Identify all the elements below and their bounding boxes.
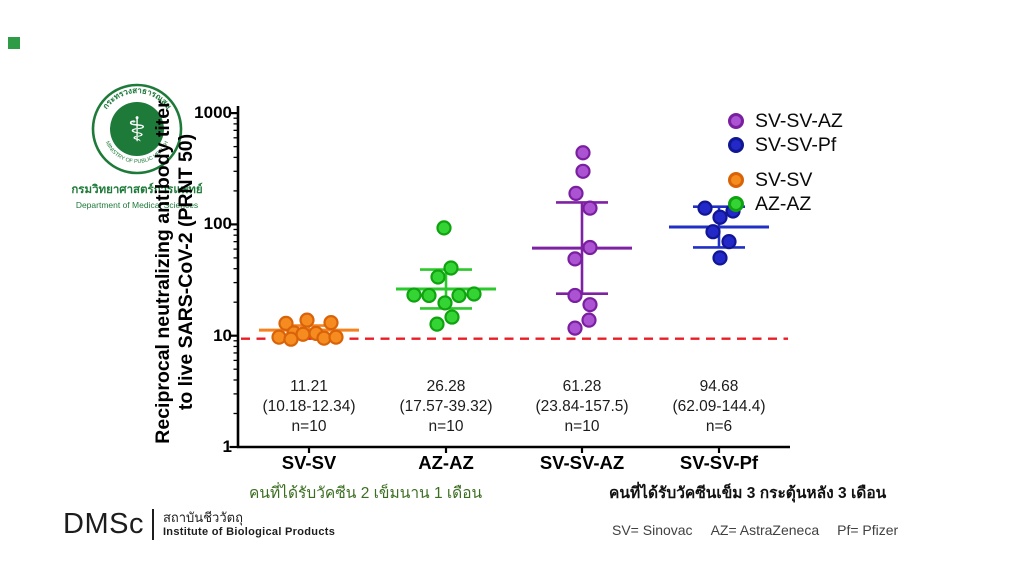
institute-name-english: Institute of Biological Products [162, 526, 336, 538]
stats-n: n=6 [705, 418, 733, 435]
data-point [271, 329, 287, 345]
data-point [575, 145, 591, 161]
data-point [406, 287, 422, 303]
data-point [721, 234, 737, 250]
stats-ci: (62.09-144.4) [672, 398, 766, 415]
data-point [323, 315, 339, 331]
key-sinovac: SV= Sinovac [612, 522, 693, 538]
key-pfizer: Pf= Pfizer [837, 522, 899, 538]
data-point [567, 287, 583, 304]
data-point [582, 297, 598, 313]
corner-green-marker [8, 37, 20, 49]
data-point [697, 200, 713, 216]
moph-logo-block: กระทรวงสาธารณสุข MINISTRY OF PUBLIC HEAL… [57, 82, 217, 210]
legend-dot-green-icon [728, 196, 744, 212]
stats-sv-sv-az: 61.28 (23.84-157.5) n=10 [535, 377, 628, 437]
footer-divider [151, 509, 154, 540]
caption-2dose-group: คนที่ได้รับวัคซีน 2 เข็มนาน 1 เดือน [249, 485, 483, 502]
data-point [582, 239, 598, 256]
data-point [466, 286, 482, 302]
stats-sv-sv-pf: 94.68 (62.09-144.4) n=6 [672, 377, 765, 437]
data-point [437, 295, 453, 311]
stats-az-az: 26.28 (17.57-39.32) n=10 [399, 377, 492, 437]
stats-ci: (17.57-39.32) [399, 398, 493, 415]
legend-dot-orange-icon [728, 172, 744, 188]
ytick-10: 10 [213, 325, 232, 345]
data-point [444, 309, 460, 325]
legend-label: SV-SV-AZ [755, 109, 843, 132]
stats-n: n=10 [428, 418, 464, 435]
data-point [430, 269, 446, 285]
stats-n: n=10 [291, 418, 327, 435]
xlabel-az-az: AZ-AZ [418, 452, 474, 473]
stats-median: 61.28 [562, 378, 602, 395]
legend-item-sv-sv-pf: SV-SV-Pf [728, 134, 836, 156]
data-point [436, 220, 452, 236]
stats-median: 94.68 [699, 378, 739, 395]
stats-ci: (10.18-12.34) [262, 398, 356, 415]
stats-sv-sv: 11.21 (10.18-12.34) n=10 [262, 377, 355, 437]
legend-dot-blue-icon [728, 137, 744, 153]
ytick-1: 1 [222, 437, 232, 456]
data-point [278, 315, 294, 331]
logo-dept-name-english: Department of Medical Sciences [75, 200, 199, 210]
xlabel-sv-sv-az: SV-SV-AZ [539, 452, 625, 473]
legend-item-sv-sv-az: SV-SV-AZ [728, 110, 843, 132]
data-point [712, 209, 728, 225]
data-point [567, 320, 583, 336]
data-point [299, 312, 315, 328]
key-astrazeneca: AZ= AstraZeneca [710, 522, 820, 538]
data-point [283, 331, 299, 347]
moph-logo-icon: กระทรวงสาธารณสุข MINISTRY OF PUBLIC HEAL… [91, 83, 183, 175]
data-point [451, 287, 467, 304]
data-point [429, 316, 445, 332]
caption-3dose-group: คนที่ได้รับวัคซีนเข็ม 3 กระตุ้นหลัง 3 เด… [609, 485, 887, 502]
abbreviation-key: SV= Sinovac AZ= AstraZeneca Pf= Pfizer [612, 522, 916, 538]
data-point [568, 185, 584, 201]
legend-item-sv-sv: SV-SV [728, 169, 812, 191]
data-point [575, 163, 591, 179]
data-point [328, 329, 344, 345]
data-point [705, 224, 721, 240]
data-point [712, 250, 728, 266]
data-point [582, 200, 598, 216]
stats-ci: (23.84-157.5) [535, 398, 629, 415]
logo-dept-name-thai: กรมวิทยาศาสตร์การแพทย์ [71, 184, 203, 196]
ytick-100: 100 [203, 214, 232, 234]
data-point [421, 287, 437, 304]
ytick-1000: 1000 [194, 103, 232, 123]
xlabel-sv-sv: SV-SV [281, 452, 337, 473]
dmsc-footer-block: DMSc สถาบันชีววัตถุ Institute of Biologi… [63, 508, 335, 541]
xlabel-sv-sv-pf: SV-SV-Pf [679, 452, 759, 473]
stats-median: 26.28 [426, 378, 466, 395]
stats-median: 11.21 [290, 378, 328, 395]
legend-label: SV-SV [755, 168, 813, 191]
dmsc-logo-text: DMSc [63, 508, 144, 540]
legend-dot-purple-icon [728, 113, 744, 129]
legend-label: SV-SV-Pf [755, 133, 837, 156]
data-point [443, 260, 459, 276]
data-point [567, 251, 583, 267]
data-point [581, 312, 597, 328]
institute-name-thai: สถาบันชีววัตถุ [162, 510, 243, 525]
stats-n: n=10 [564, 418, 600, 435]
legend-item-az-az: AZ-AZ [728, 193, 811, 215]
legend-label: AZ-AZ [755, 192, 812, 215]
caduceus-icon: ⚕ [128, 111, 146, 149]
